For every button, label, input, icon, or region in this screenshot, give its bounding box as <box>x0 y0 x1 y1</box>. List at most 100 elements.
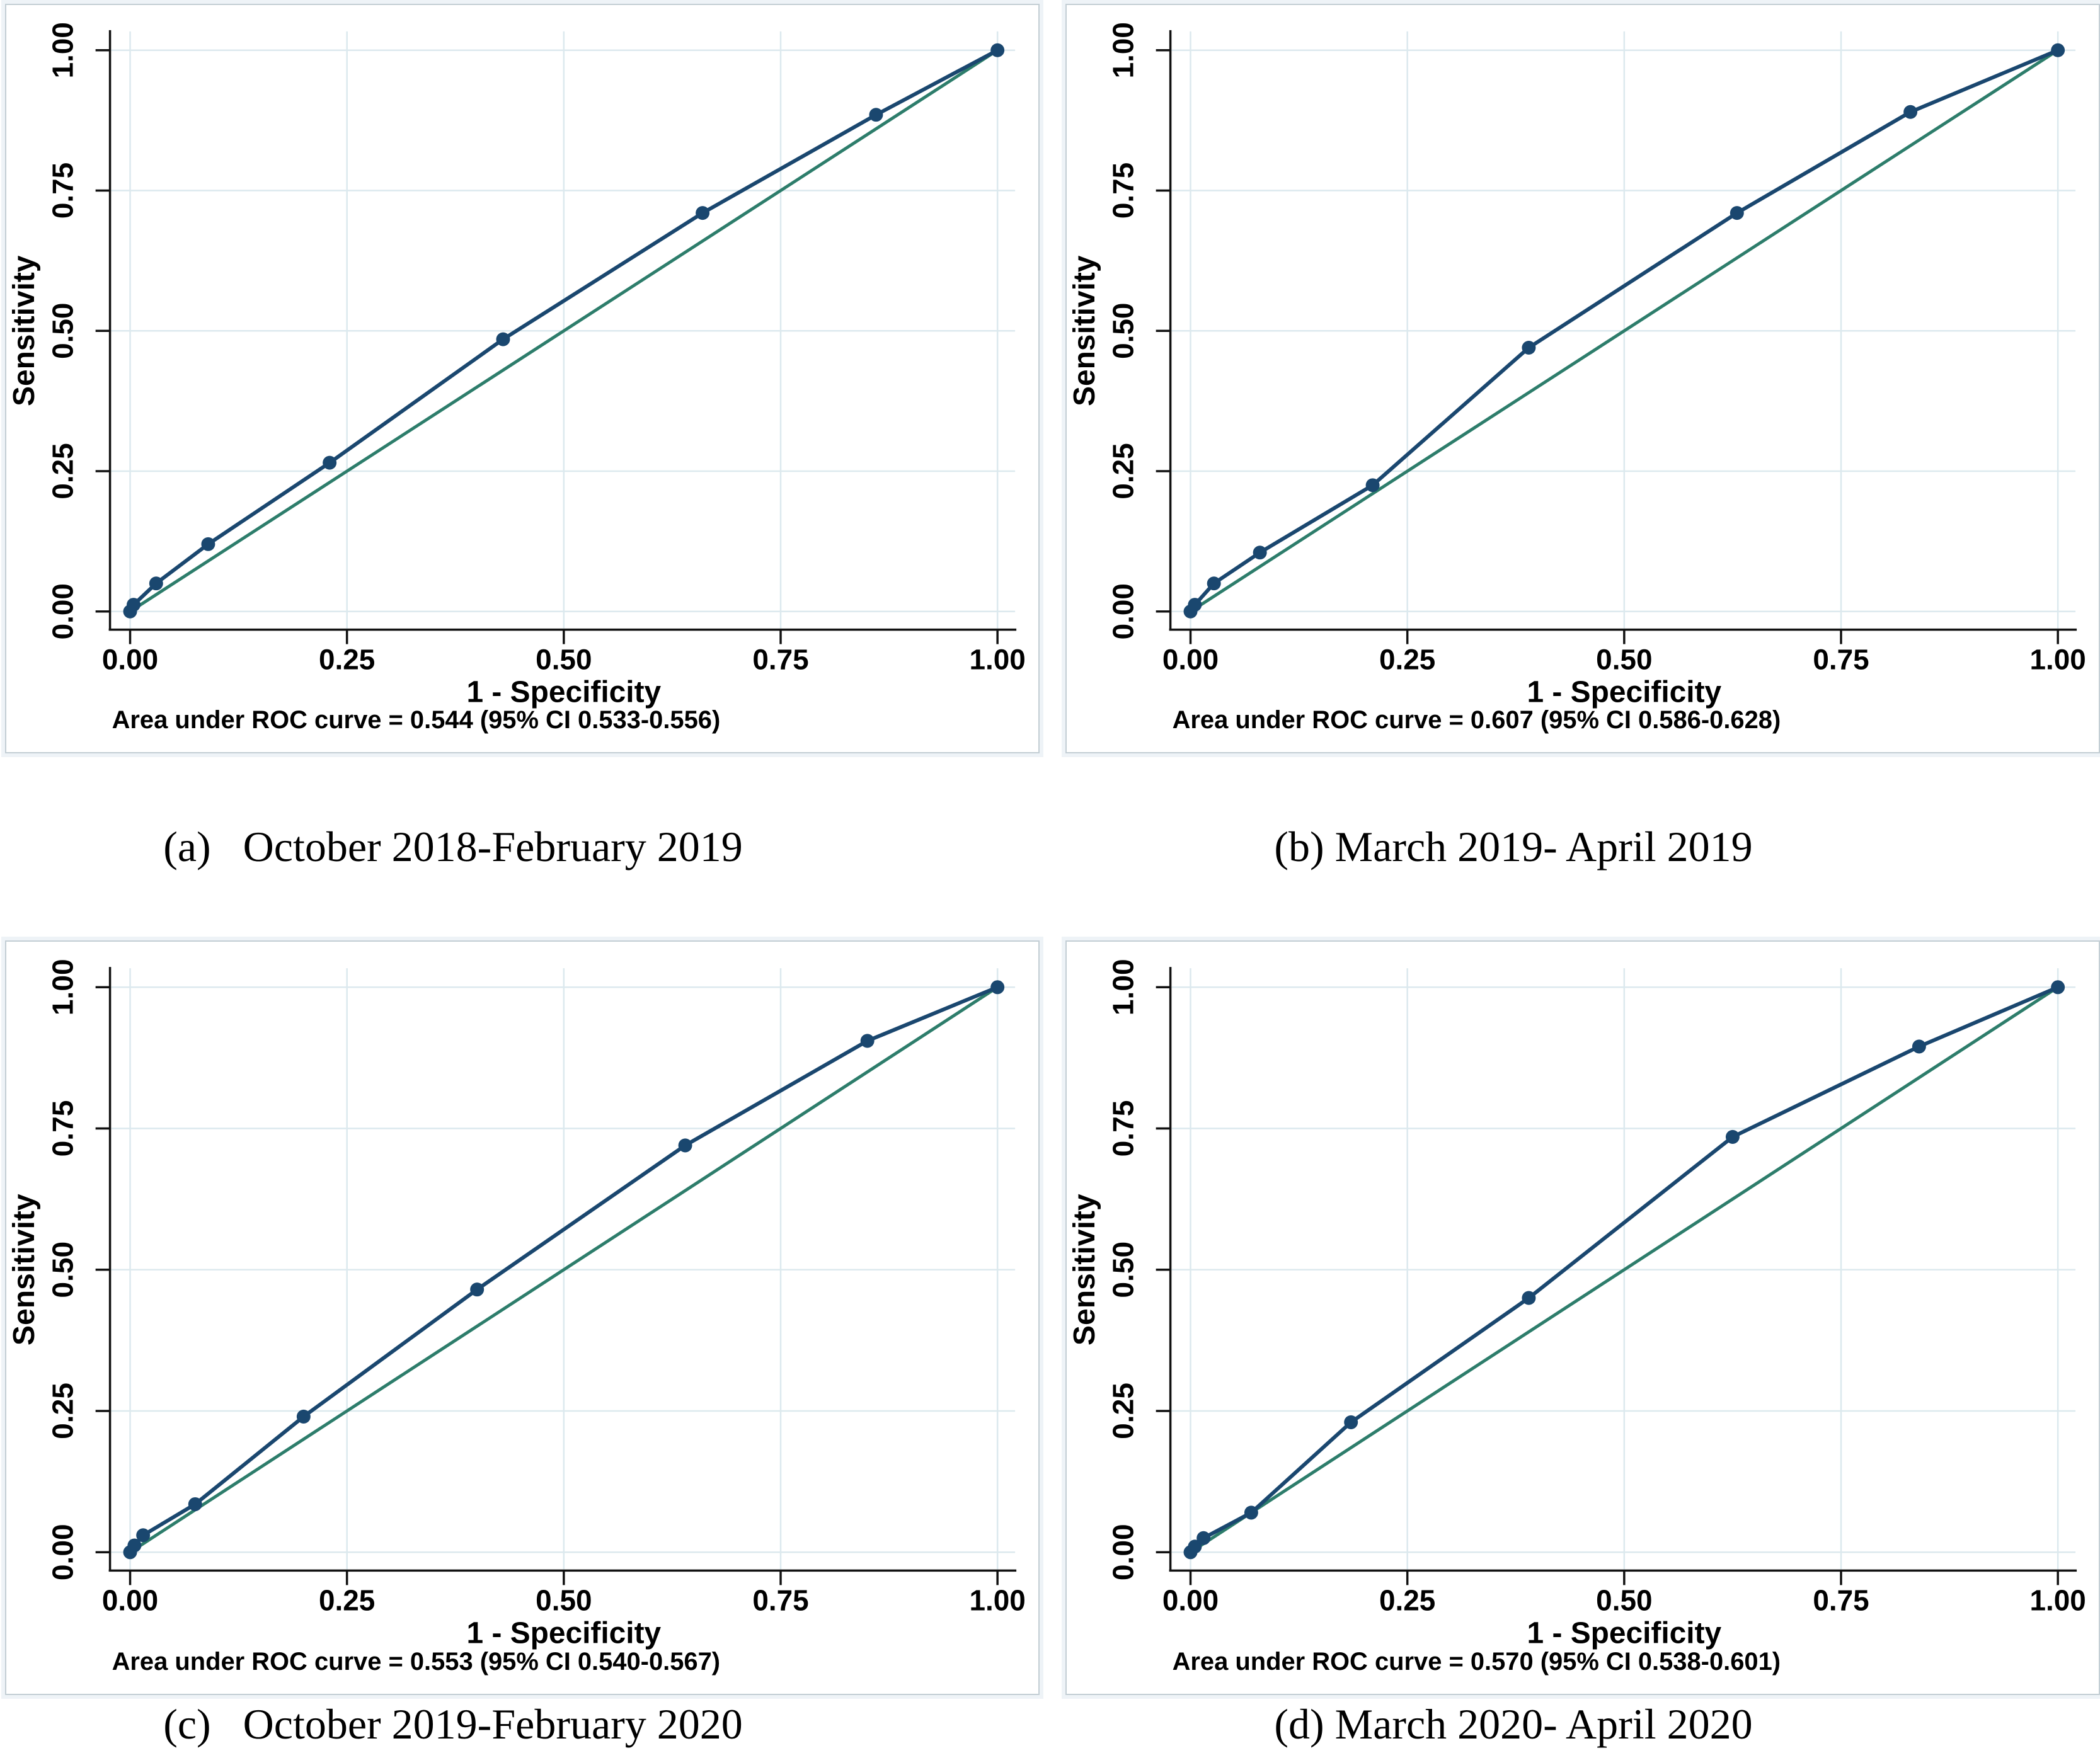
gridlines <box>1171 31 2076 629</box>
y-tick-label: 1.00 <box>1107 22 1140 78</box>
data-point-marker <box>696 206 710 220</box>
y-axis-title: Sensitivity <box>8 1194 41 1345</box>
data-point-marker <box>1244 1505 1258 1520</box>
y-tick-label: 0.25 <box>1107 1383 1140 1439</box>
roc-panel-a: 0.00 0.25 0.50 0.75 1.00 0.00 0.25 0.50 0.75 1.00… <box>1 0 1043 757</box>
y-tick-labels: 0.00 0.25 0.50 0.75 1.00 <box>47 22 79 639</box>
roc-panel-b: 0.00 0.25 0.50 0.75 1.00 0.00 0.25 0.50 0.75 1.00… <box>1062 0 2100 757</box>
y-tick-label: 0.25 <box>47 443 79 499</box>
x-tick-labels: 0.00 0.25 0.50 0.75 1.00 <box>1162 1584 2086 1616</box>
data-point-marker <box>496 332 510 346</box>
axes <box>95 30 1017 644</box>
data-point-marker <box>201 537 215 551</box>
plot-background <box>6 5 1038 752</box>
reference-line <box>129 49 999 614</box>
data-point-marker <box>127 1538 142 1553</box>
plot-background <box>1067 5 2099 752</box>
gridlines <box>111 31 1016 629</box>
y-axis-title: Sensitivity <box>8 255 41 406</box>
y-tick-label: 0.00 <box>47 583 79 639</box>
caption-cell-c: (c) October 2019-February 2020 <box>5 1695 1040 1753</box>
x-tick-label: 1.00 <box>2030 1584 2086 1616</box>
x-tick-label: 0.00 <box>1162 642 1219 675</box>
y-tick-labels: 0.00 0.25 0.50 0.75 1.00 <box>47 959 79 1580</box>
data-point-marker <box>1196 1531 1211 1545</box>
auc-note: Area under ROC curve = 0.607 (95% CI 0.5… <box>1173 706 1781 734</box>
x-tick-labels: 0.00 0.25 0.50 0.75 1.00 <box>102 1584 1026 1616</box>
y-tick-label: 0.25 <box>1107 443 1140 499</box>
data-point-marker <box>127 598 141 612</box>
x-axis-title: 1 - Specificity <box>466 675 661 709</box>
roc-chart-d: 0.00 0.25 0.50 0.75 1.00 0.00 0.25 0.50 0.75 1.00… <box>1067 942 2099 1694</box>
x-tick-label: 1.00 <box>2030 642 2086 675</box>
y-tick-label: 0.75 <box>47 1100 79 1157</box>
data-point-marker <box>1730 206 1744 220</box>
x-tick-label: 0.75 <box>1813 1584 1869 1616</box>
y-tick-label: 0.50 <box>1107 1242 1140 1298</box>
x-tick-labels: 0.00 0.25 0.50 0.75 1.00 <box>102 642 1026 675</box>
y-tick-label: 0.00 <box>1107 1524 1140 1580</box>
data-point-marker <box>2051 980 2065 995</box>
plot-background <box>1067 942 2099 1694</box>
x-tick-label: 0.75 <box>752 642 808 675</box>
axes <box>95 967 1017 1585</box>
data-point-marker <box>296 1409 311 1424</box>
caption-cell-a: (a) October 2018-February 2019 <box>5 753 1040 940</box>
caption-cell-d: (d) March 2020- April 2020 <box>1065 1695 2100 1753</box>
auc-note: Area under ROC curve = 0.544 (95% CI 0.5… <box>112 706 721 734</box>
data-point-marker <box>1522 1291 1536 1305</box>
data-point-marker <box>1522 341 1536 355</box>
roc-chart-a: 0.00 0.25 0.50 0.75 1.00 0.00 0.25 0.50 0.75 1.00… <box>6 5 1038 752</box>
roc-chart-b: 0.00 0.25 0.50 0.75 1.00 0.00 0.25 0.50 0.75 1.00… <box>1067 5 2099 752</box>
x-tick-label: 0.75 <box>1813 642 1869 675</box>
x-tick-label: 0.25 <box>319 1584 375 1616</box>
panel-caption-c: (c) October 2019-February 2020 <box>163 1699 743 1748</box>
y-tick-label: 1.00 <box>1107 959 1140 1015</box>
y-axis-title: Sensitivity <box>1068 255 1101 406</box>
roc-curve-markers <box>123 43 1005 619</box>
x-tick-label: 0.50 <box>1596 642 1652 675</box>
reference-line <box>1189 985 2060 1554</box>
data-point-marker <box>136 1528 151 1543</box>
data-point-marker <box>1207 576 1221 591</box>
y-tick-label: 0.25 <box>47 1383 79 1439</box>
x-tick-label: 1.00 <box>970 1584 1026 1616</box>
data-point-marker <box>1725 1129 1740 1144</box>
data-point-marker <box>1344 1415 1358 1429</box>
y-tick-labels: 0.00 0.25 0.50 0.75 1.00 <box>1107 22 1140 639</box>
y-axis-title: Sensitivity <box>1068 1194 1101 1345</box>
reference-line <box>1189 49 2060 614</box>
x-tick-label: 0.25 <box>1379 642 1435 675</box>
x-tick-label: 0.00 <box>102 1584 158 1616</box>
data-point-marker <box>470 1282 485 1297</box>
y-tick-label: 0.00 <box>47 1524 79 1580</box>
y-tick-label: 0.75 <box>1107 163 1140 219</box>
data-point-marker <box>678 1138 692 1153</box>
roc-curve-markers <box>1183 43 2065 619</box>
data-point-marker <box>149 576 163 591</box>
roc-curve-markers <box>1183 980 2065 1560</box>
data-point-marker <box>188 1497 202 1512</box>
gridlines <box>111 968 1016 1570</box>
data-point-marker <box>2051 43 2065 57</box>
auc-note: Area under ROC curve = 0.553 (95% CI 0.5… <box>112 1648 720 1676</box>
data-point-marker <box>1365 478 1380 493</box>
x-tick-label: 0.50 <box>536 642 592 675</box>
y-tick-label: 0.50 <box>1107 303 1140 359</box>
x-tick-label: 0.25 <box>319 642 375 675</box>
data-point-marker <box>1903 105 1918 119</box>
roc-chart-c: 0.00 0.25 0.50 0.75 1.00 0.00 0.25 0.50 0.75 1.00… <box>6 942 1038 1694</box>
data-point-marker <box>1188 598 1202 612</box>
y-tick-label: 1.00 <box>47 959 79 1015</box>
data-point-marker <box>323 455 337 470</box>
auc-note: Area under ROC curve = 0.570 (95% CI 0.5… <box>1173 1648 1781 1676</box>
data-point-marker <box>869 108 883 122</box>
y-tick-label: 0.50 <box>47 1242 79 1298</box>
roc-panel-d: 0.00 0.25 0.50 0.75 1.00 0.00 0.25 0.50 0.75 1.00… <box>1062 937 2100 1699</box>
panel-caption-b: (b) March 2019- April 2019 <box>1274 823 1753 871</box>
data-point-marker <box>990 980 1005 995</box>
caption-cell-b: (b) March 2019- April 2019 <box>1065 753 2100 940</box>
x-tick-label: 1.00 <box>970 642 1026 675</box>
